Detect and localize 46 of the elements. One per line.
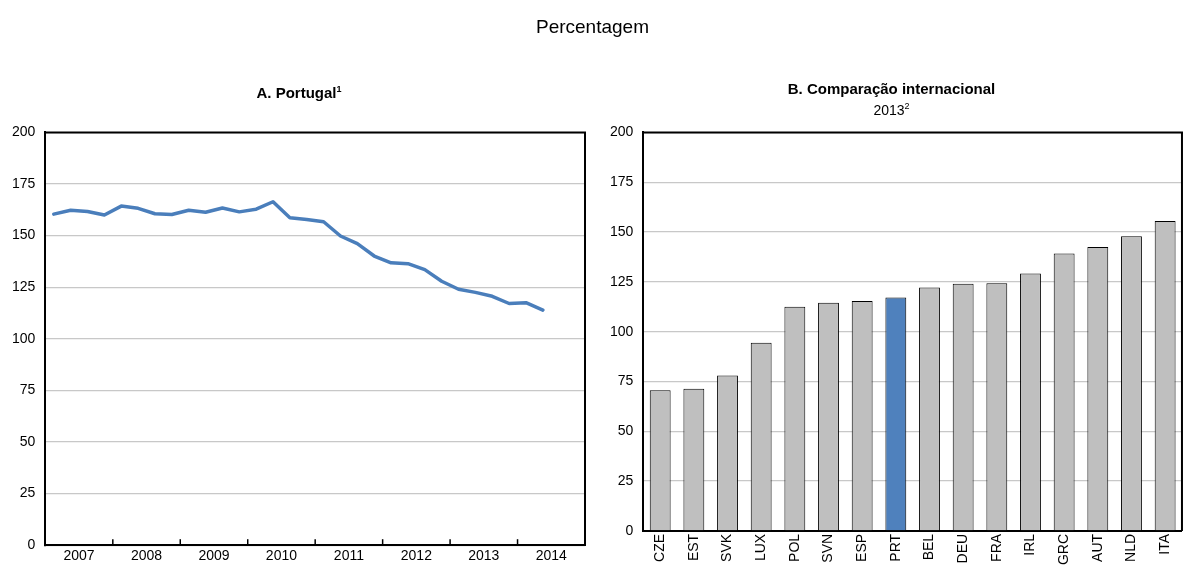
x-tick-label: GRC <box>1055 533 1072 566</box>
y-tick-label: 100 <box>12 329 36 346</box>
chart-title: A. Portugal$^{1}$ <box>255 83 343 101</box>
text: Percentagem <box>535 16 650 38</box>
x-tick-label: 2010 <box>265 547 298 564</box>
y-tick-label: 50 <box>617 422 634 439</box>
y-tick-label: 125 <box>12 278 36 295</box>
x-tick-label: DEU <box>954 533 971 564</box>
x-tick-label: EST <box>684 533 701 562</box>
x-tick-label: ESP <box>853 533 870 562</box>
x-tick-label: 2011 <box>333 547 365 564</box>
x-tick-label: BEL <box>920 533 937 561</box>
x-tick-label: ITA <box>1156 533 1172 555</box>
y-tick-label: 150 <box>12 226 36 243</box>
x-tick-label: 2009 <box>198 547 230 564</box>
x-tick-label: 2007 <box>63 547 95 564</box>
x-tick-label: IRL <box>1021 533 1038 556</box>
y-tick-label: 0 <box>27 536 36 553</box>
y-tick-label: 200 <box>12 123 36 140</box>
y-tick-label: 75 <box>19 381 36 398</box>
x-tick-label: POL <box>785 533 802 562</box>
x-tick-label: AUT <box>1088 533 1105 562</box>
y-tick-label: 200 <box>610 123 634 140</box>
y-tick-label: 75 <box>617 372 634 389</box>
y-tick-label: 25 <box>19 484 36 501</box>
y-tick-label: 50 <box>19 432 36 449</box>
y-tick-label: 175 <box>610 173 634 190</box>
x-tick-label: 2013 <box>468 547 500 564</box>
y-tick-label: 0 <box>625 521 634 538</box>
x-tick-label: CZE <box>651 533 668 562</box>
y-tick-label: 175 <box>12 174 36 191</box>
y-tick-label: 125 <box>610 272 634 289</box>
y-tick-label: 100 <box>610 322 634 339</box>
y-tick-label: 150 <box>610 222 634 239</box>
x-tick-label: 2014 <box>535 547 568 564</box>
chart-title: B. Comparação internacional <box>786 80 997 98</box>
y-tick-label: 25 <box>617 471 634 488</box>
x-tick-label: PRT <box>886 533 903 562</box>
chart-subtitle: 2013$^{2}$ <box>872 100 911 118</box>
x-tick-label: 2012 <box>400 547 433 564</box>
x-tick-label: LUX <box>752 533 769 562</box>
x-tick-label: SVN <box>819 533 836 563</box>
x-tick-label: 2008 <box>130 547 163 564</box>
x-tick-label: SVK <box>718 533 735 562</box>
x-tick-label: NLD <box>1122 533 1139 562</box>
x-tick-label: FRA <box>987 533 1004 562</box>
